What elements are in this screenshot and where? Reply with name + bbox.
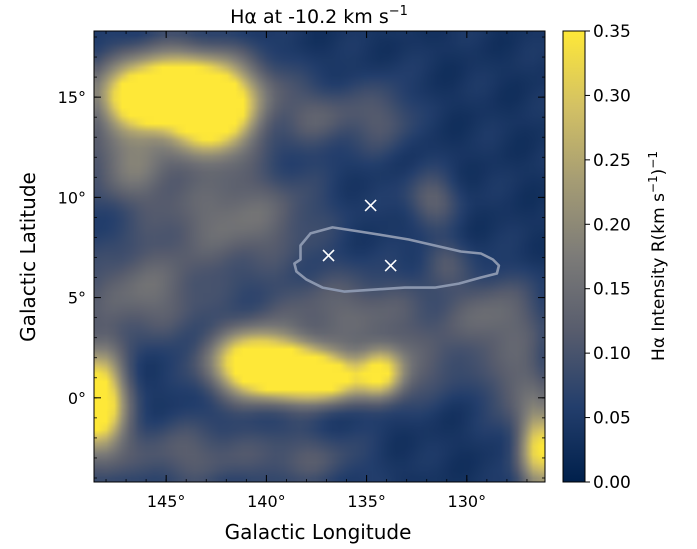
colorbar-label-exp1: −1 — [646, 175, 660, 193]
colorbar-strip — [562, 30, 586, 483]
source-marker-2 — [322, 249, 335, 262]
chart-title: Hα at -10.2 km s−1 — [230, 4, 408, 28]
x-tick-label: 135° — [347, 492, 386, 511]
y-tick-label: 5° — [68, 289, 86, 308]
colorbar-tick-label: 0.35 — [593, 22, 631, 42]
marker-stroke — [322, 249, 335, 262]
region-contour — [293, 226, 501, 293]
x-tick-label: 145° — [147, 492, 186, 511]
colorbar-tick-label: 0.25 — [593, 151, 631, 171]
axes: 145° 140° 135° 130° 0° 5° 10° 15° — [58, 30, 546, 511]
colorbar-label-exp2: −1 — [646, 151, 660, 169]
heatmap-image — [94, 31, 545, 482]
chart-title-main: Hα at -10.2 km s — [230, 6, 389, 28]
plot-frame — [93, 30, 546, 483]
colorbar-label-close: ) — [649, 169, 669, 176]
marker-stroke — [384, 259, 397, 272]
plot-area — [94, 31, 545, 482]
colorbar-tick-label: 0.00 — [593, 473, 631, 493]
source-marker-3 — [384, 259, 397, 272]
colorbar-tick-label: 0.05 — [593, 409, 631, 429]
colorbar-label-main: Hα Intensity R(km s — [649, 193, 669, 361]
y-tick-label: 10° — [58, 188, 86, 207]
colorbar-label: Hα Intensity R(km s−1)−1 — [646, 151, 669, 361]
colorbar-tick-label: 0.10 — [593, 344, 631, 364]
y-axis-label: Galactic Latitude — [16, 172, 40, 342]
marker-stroke — [364, 199, 377, 212]
source-marker-1 — [364, 199, 377, 212]
y-tick-label: 0° — [68, 389, 86, 408]
chart-title-exponent: −1 — [389, 4, 408, 19]
colorbar-tick-label: 0.20 — [593, 215, 631, 235]
x-axis-label: Galactic Longitude — [225, 520, 412, 544]
y-tick-label: 15° — [58, 88, 86, 107]
colorbar: 0.00 0.05 0.10 0.15 0.20 0.25 0.30 0.35 — [562, 22, 631, 493]
colorbar-tick-label: 0.15 — [593, 280, 631, 300]
x-tick-label: 130° — [448, 492, 487, 511]
x-tick-label: 140° — [247, 492, 286, 511]
colorbar-tick-label: 0.30 — [593, 86, 631, 106]
